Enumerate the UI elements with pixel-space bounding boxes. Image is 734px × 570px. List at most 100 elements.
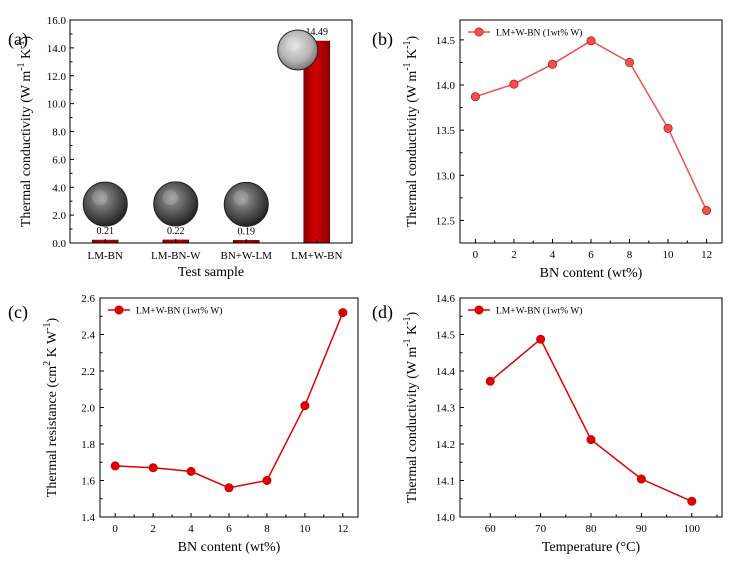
data-point [547,59,557,69]
panel-label: (a) [8,29,28,50]
data-point [262,475,272,485]
series-line [475,39,708,211]
y-tick-label: 2.2 [81,366,95,378]
x-tick-label: LM-BN [88,250,124,262]
panel-label: (d) [372,302,393,323]
y-tick-label: 14.2 [436,439,455,451]
sample-disk-highlight [233,190,249,206]
x-axis-label: BN content (wt%) [540,266,643,281]
y-tick-label: 1.6 [81,476,95,488]
sample-photo [277,29,319,71]
data-point [485,376,495,386]
data-point [186,466,196,476]
x-tick-label: 100 [684,523,701,535]
y-axis-label-part: K [405,49,420,63]
x-tick-label: 70 [535,523,547,535]
data-point [663,123,673,133]
y-axis-label: Thermal conductivity (W m-1 K-1) [402,35,420,227]
y-tick-label: 4.0 [52,182,66,194]
y-axis-label-part: ) [405,35,420,40]
y-tick-label: 16.0 [47,15,67,27]
panel-a: (a) 0.0 2.0 4.0 6.0 8.0 10.0 12.0 14.0 16.0 0.21 LM… [8,15,343,280]
data-point [470,92,480,102]
y-tick-label: 2.0 [52,210,66,222]
x-tick-label: 60 [485,523,497,535]
y-axis-label-part: ) [45,317,60,322]
y-tick-label: 12.0 [47,71,67,83]
y-tick-label: 2.4 [81,330,95,342]
y-tick-label: 14.5 [436,330,456,342]
x-tick-label: 0 [473,249,479,261]
data-point [687,496,697,506]
y-tick-label: 12.5 [436,215,456,227]
x-axis-label: Test sample [178,265,244,280]
y-axis-label-part: -1 [402,40,413,48]
y-tick-label: 14.3 [436,403,456,415]
y-axis-label-part: -1 [402,316,413,324]
data-point [702,205,712,215]
sample-photo [153,181,199,227]
panel-c: (c) 1.4 1.6 1.8 2.0 2.2 2.4 2.6 0 2 4 6 8 10 12 LM+W-BN… [8,293,348,555]
y-axis-label-part: Thermal resistance (cm [45,366,60,497]
x-tick-label: 2 [150,523,156,535]
x-tick-label: 2 [511,249,517,261]
y-axis-label-part: -1 [16,62,27,70]
sample-disk-highlight [162,189,178,206]
y-tick-label: 1.8 [81,439,95,451]
x-tick-label: 6 [226,523,232,535]
data-point [148,463,158,473]
plot-frame [99,297,359,518]
x-tick-label: 6 [588,249,594,261]
plot-frame [459,19,723,244]
data-point [636,474,646,484]
y-tick-label: 14.6 [436,293,456,305]
x-axis-label: Temperature (°C) [542,540,641,555]
y-tick-label: 2.0 [81,403,95,415]
x-axis-label: BN content (wt%) [178,540,281,555]
y-axis-label: Thermal resistance (cm2 K W-1) [42,317,60,497]
panel-label: (b) [372,29,393,50]
y-tick-label: 13.0 [436,170,456,182]
legend-label: LM+W-BN (1wt% W) [136,306,222,317]
y-tick-label: 14.4 [436,366,456,378]
x-tick-label: 12 [337,523,348,535]
y-axis-label-part: K [19,49,34,63]
y-axis-label-part: 2 [42,361,53,366]
sample-disk [82,181,128,227]
bar-value-label: 0.19 [238,226,256,237]
sample-disk [153,181,199,227]
y-tick-label: 13.5 [436,125,456,137]
data-point [224,483,234,493]
y-axis-label-part: Thermal conductivity (W m [405,71,420,228]
panel-b: (b) 12.5 13.0 13.5 14.0 14.5 0 2 4 6 8 10 12 LM+W-BN … [372,27,712,281]
y-axis-label-part: K W [45,330,60,361]
y-axis-label: Thermal conductivity (W m-1 K-1) [402,311,420,503]
x-tick-label: 80 [586,523,598,535]
x-tick-label: 10 [663,249,675,261]
sample-disk-highlight [285,37,300,51]
y-axis-label-part: ) [405,311,420,316]
panel-d: (d) 14.0 14.1 14.2 14.3 14.4 14.5 14.6 60 70 80 90 1… [372,293,718,555]
y-tick-label: 1.4 [81,512,95,524]
data-point [586,36,596,46]
data-point [338,308,348,318]
bar [303,40,331,244]
y-axis-label: Thermal conductivity (W m-1 K-1) [16,35,34,227]
legend-marker [474,305,484,315]
x-tick-label: LM-BN-W [151,250,201,262]
bar-value-label: 0.22 [167,226,185,237]
y-tick-label: 14.0 [436,80,456,92]
x-tick-label: 4 [188,523,194,535]
sample-disk [277,29,319,71]
y-tick-label: 14.1 [436,476,455,488]
x-tick-label: 12 [701,249,712,261]
y-tick-label: 0.0 [52,238,66,250]
y-tick-label: 2.6 [81,293,95,305]
y-axis-label-part: K [405,325,420,339]
y-axis-label-part: -1 [42,322,53,330]
y-tick-label: 6.0 [52,154,66,166]
data-point [110,461,120,471]
x-tick-label: LM+W-BN [291,250,342,262]
bar-value-label: 0.21 [97,226,115,237]
